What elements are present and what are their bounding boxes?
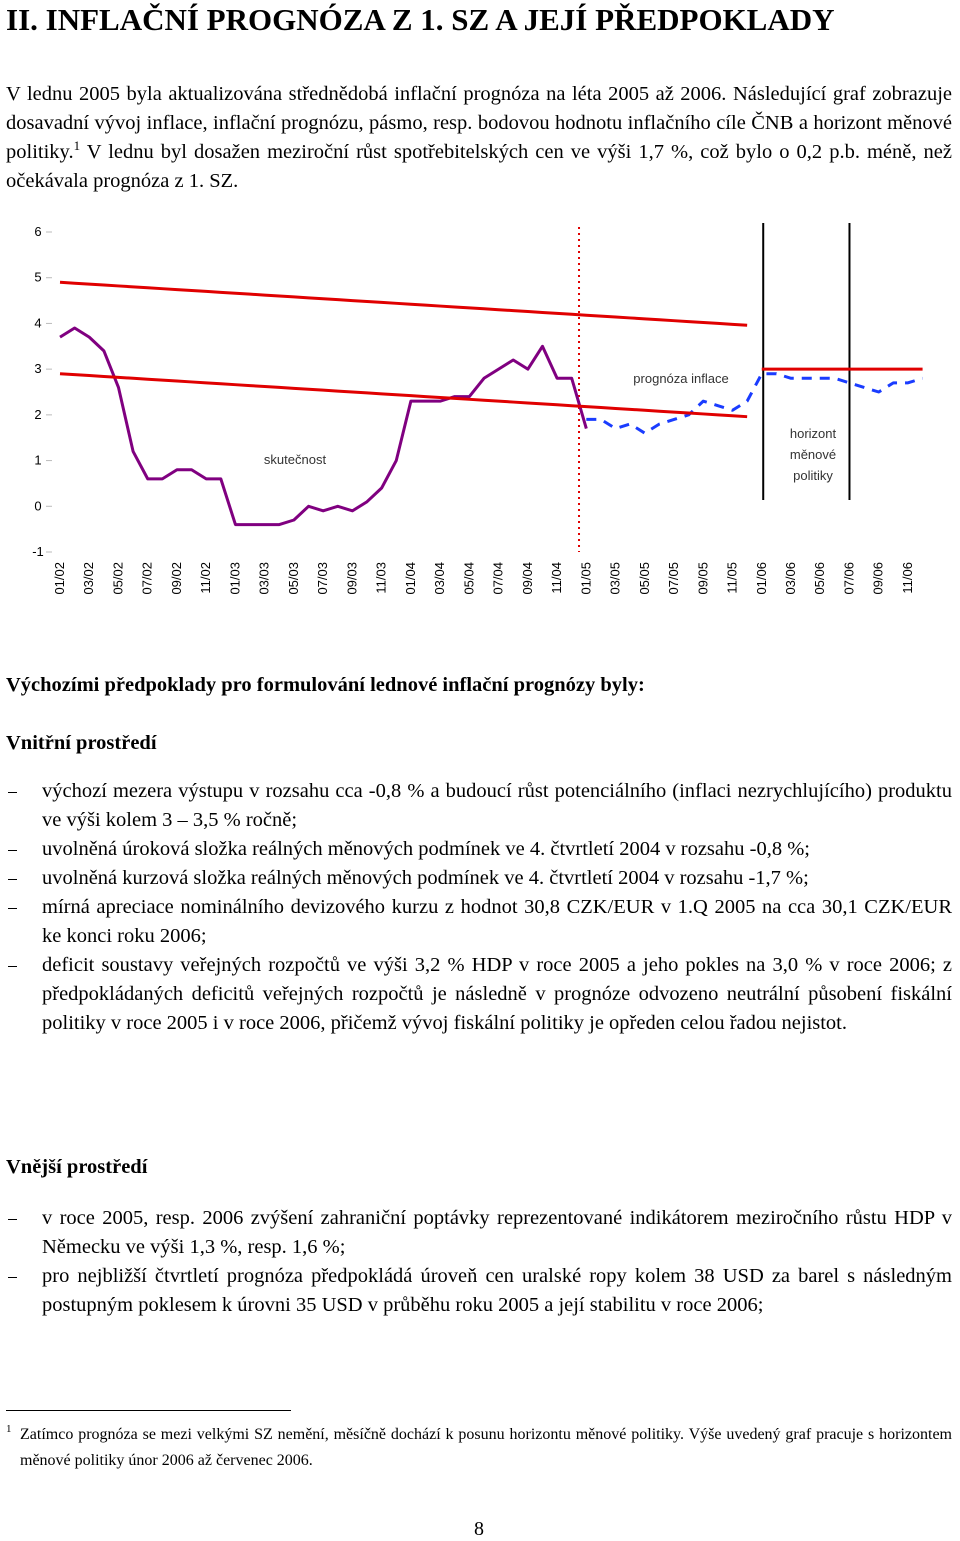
x-tick-label: 11/05 bbox=[725, 562, 740, 594]
x-tick-label: 01/02 bbox=[52, 562, 67, 595]
x-tick-label: 11/06 bbox=[900, 562, 915, 594]
series-label: prognóza inflace bbox=[633, 371, 728, 386]
bullet bbox=[8, 850, 17, 851]
x-tick-label: 03/05 bbox=[608, 562, 623, 595]
item-text: uvolněná kurzová složka reálných měnovýc… bbox=[42, 867, 809, 889]
bullet bbox=[8, 908, 17, 909]
list: výchozí mezera výstupu v rozsahu cca -0,… bbox=[6, 777, 952, 1038]
series-line bbox=[59, 280, 748, 327]
x-tick-label: 05/05 bbox=[637, 562, 652, 595]
bullet bbox=[8, 792, 17, 793]
footnote-ref: 1 bbox=[73, 138, 81, 154]
list-item: uvolněná kurzová složka reálných měnovýc… bbox=[6, 864, 952, 893]
footnote: 1 Zatímco prognóza se mezi velkými SZ nem… bbox=[6, 1422, 952, 1474]
x-tick-label: 01/04 bbox=[403, 562, 418, 595]
x-tick-label: 03/02 bbox=[81, 562, 96, 595]
subheading: Vnější prostředí bbox=[6, 1156, 148, 1178]
x-tick-label: 03/03 bbox=[257, 562, 272, 595]
x-tick-label: 07/06 bbox=[841, 562, 856, 595]
series-line bbox=[586, 372, 924, 435]
x-tick-label: 09/05 bbox=[695, 562, 710, 595]
y-tick-label: 2 bbox=[34, 407, 41, 422]
x-tick-label: 07/03 bbox=[315, 562, 330, 595]
page-number: 8 bbox=[474, 1518, 484, 1540]
list-item: mírná apreciace nominálního devizového k… bbox=[6, 893, 952, 951]
list-item: v roce 2005, resp. 2006 zvýšení zahranič… bbox=[6, 1204, 952, 1262]
list: v roce 2005, resp. 2006 zvýšení zahranič… bbox=[6, 1204, 952, 1320]
bullet bbox=[8, 879, 17, 880]
x-tick-label: 11/04 bbox=[549, 562, 564, 594]
x-tick-label: 01/05 bbox=[578, 562, 593, 595]
list-item: pro nejbližší čtvrtletí prognóza předpok… bbox=[6, 1262, 952, 1320]
y-tick-label: 6 bbox=[34, 224, 41, 239]
x-tick-label: 05/03 bbox=[286, 562, 301, 595]
bullet bbox=[8, 1219, 17, 1220]
x-tick-label: 07/04 bbox=[491, 562, 506, 595]
footnote-mark: 1 bbox=[6, 1423, 12, 1435]
y-tick-label: 5 bbox=[34, 270, 41, 285]
x-tick-label: 01/03 bbox=[227, 562, 242, 595]
x-tick-label: 05/04 bbox=[461, 562, 476, 595]
intro-text: V lednu byl dosažen meziroční růst spotř… bbox=[6, 141, 952, 192]
x-tick-label: 09/03 bbox=[344, 562, 359, 595]
x-tick-label: 05/02 bbox=[110, 562, 125, 595]
item-text: deficit soustavy veřejných rozpočtů ve v… bbox=[42, 954, 952, 1034]
list-item: výchozí mezera výstupu v rozsahu cca -0,… bbox=[6, 777, 952, 835]
y-tick-label: -1 bbox=[32, 544, 44, 559]
x-tick-label: 09/02 bbox=[169, 562, 184, 595]
x-tick-label: 11/03 bbox=[374, 562, 389, 594]
footnote-rule bbox=[6, 1410, 291, 1411]
x-tick-label: 03/04 bbox=[432, 562, 447, 595]
item-text: pro nejbližší čtvrtletí prognóza předpok… bbox=[42, 1265, 952, 1316]
annotation: měnové bbox=[790, 447, 836, 462]
intro: V lednu 2005 byla aktualizována středněd… bbox=[6, 80, 952, 196]
item-text: výchozí mezera výstupu v rozsahu cca -0,… bbox=[42, 780, 952, 831]
list-item: deficit soustavy veřejných rozpočtů ve v… bbox=[6, 951, 952, 1038]
bullet bbox=[8, 966, 17, 967]
annotation: horizont bbox=[790, 426, 837, 441]
y-tick-label: 4 bbox=[34, 315, 41, 330]
x-tick-label: 07/02 bbox=[140, 562, 155, 595]
item-text: v roce 2005, resp. 2006 zvýšení zahranič… bbox=[42, 1207, 952, 1258]
annotation: politiky bbox=[793, 468, 833, 483]
series-label: skutečnost bbox=[264, 452, 327, 467]
intro-text: V lednu 2005 byla aktualizována středněd… bbox=[6, 83, 952, 163]
y-tick-label: 0 bbox=[34, 498, 41, 513]
y-tick-label: 1 bbox=[34, 453, 41, 468]
x-tick-label: 09/04 bbox=[520, 562, 535, 595]
title: II. INFLAČNÍ PROGNÓZA Z 1. SZ A JEJÍ PŘE… bbox=[6, 2, 835, 37]
chart: -1 0 1 2 3 4 5 6 01/02 03/02 05/02 07/02 09/02 11/02 0… bbox=[32, 223, 924, 595]
x-tick-label: 01/06 bbox=[754, 562, 769, 595]
item-text: mírná apreciace nominálního devizového k… bbox=[42, 896, 952, 947]
section-heading: Výchozími předpoklady pro formulování le… bbox=[6, 674, 645, 696]
subheading: Vnitřní prostředí bbox=[6, 732, 157, 754]
x-tick-label: 03/06 bbox=[783, 562, 798, 595]
x-tick-label: 07/05 bbox=[666, 562, 681, 595]
item-text: uvolněná úroková složka reálných měnovýc… bbox=[42, 838, 810, 860]
series-line bbox=[59, 326, 588, 527]
footnote-text: Zatímco prognóza se mezi velkými SZ nemě… bbox=[20, 1426, 952, 1469]
series-line bbox=[59, 372, 748, 419]
list-item: uvolněná úroková složka reálných měnovýc… bbox=[6, 835, 952, 864]
x-tick-label: 09/06 bbox=[871, 562, 886, 595]
x-tick-label: 11/02 bbox=[198, 562, 213, 594]
x-tick-label: 05/06 bbox=[812, 562, 827, 595]
bullet bbox=[8, 1277, 17, 1278]
y-tick-label: 3 bbox=[34, 361, 41, 376]
